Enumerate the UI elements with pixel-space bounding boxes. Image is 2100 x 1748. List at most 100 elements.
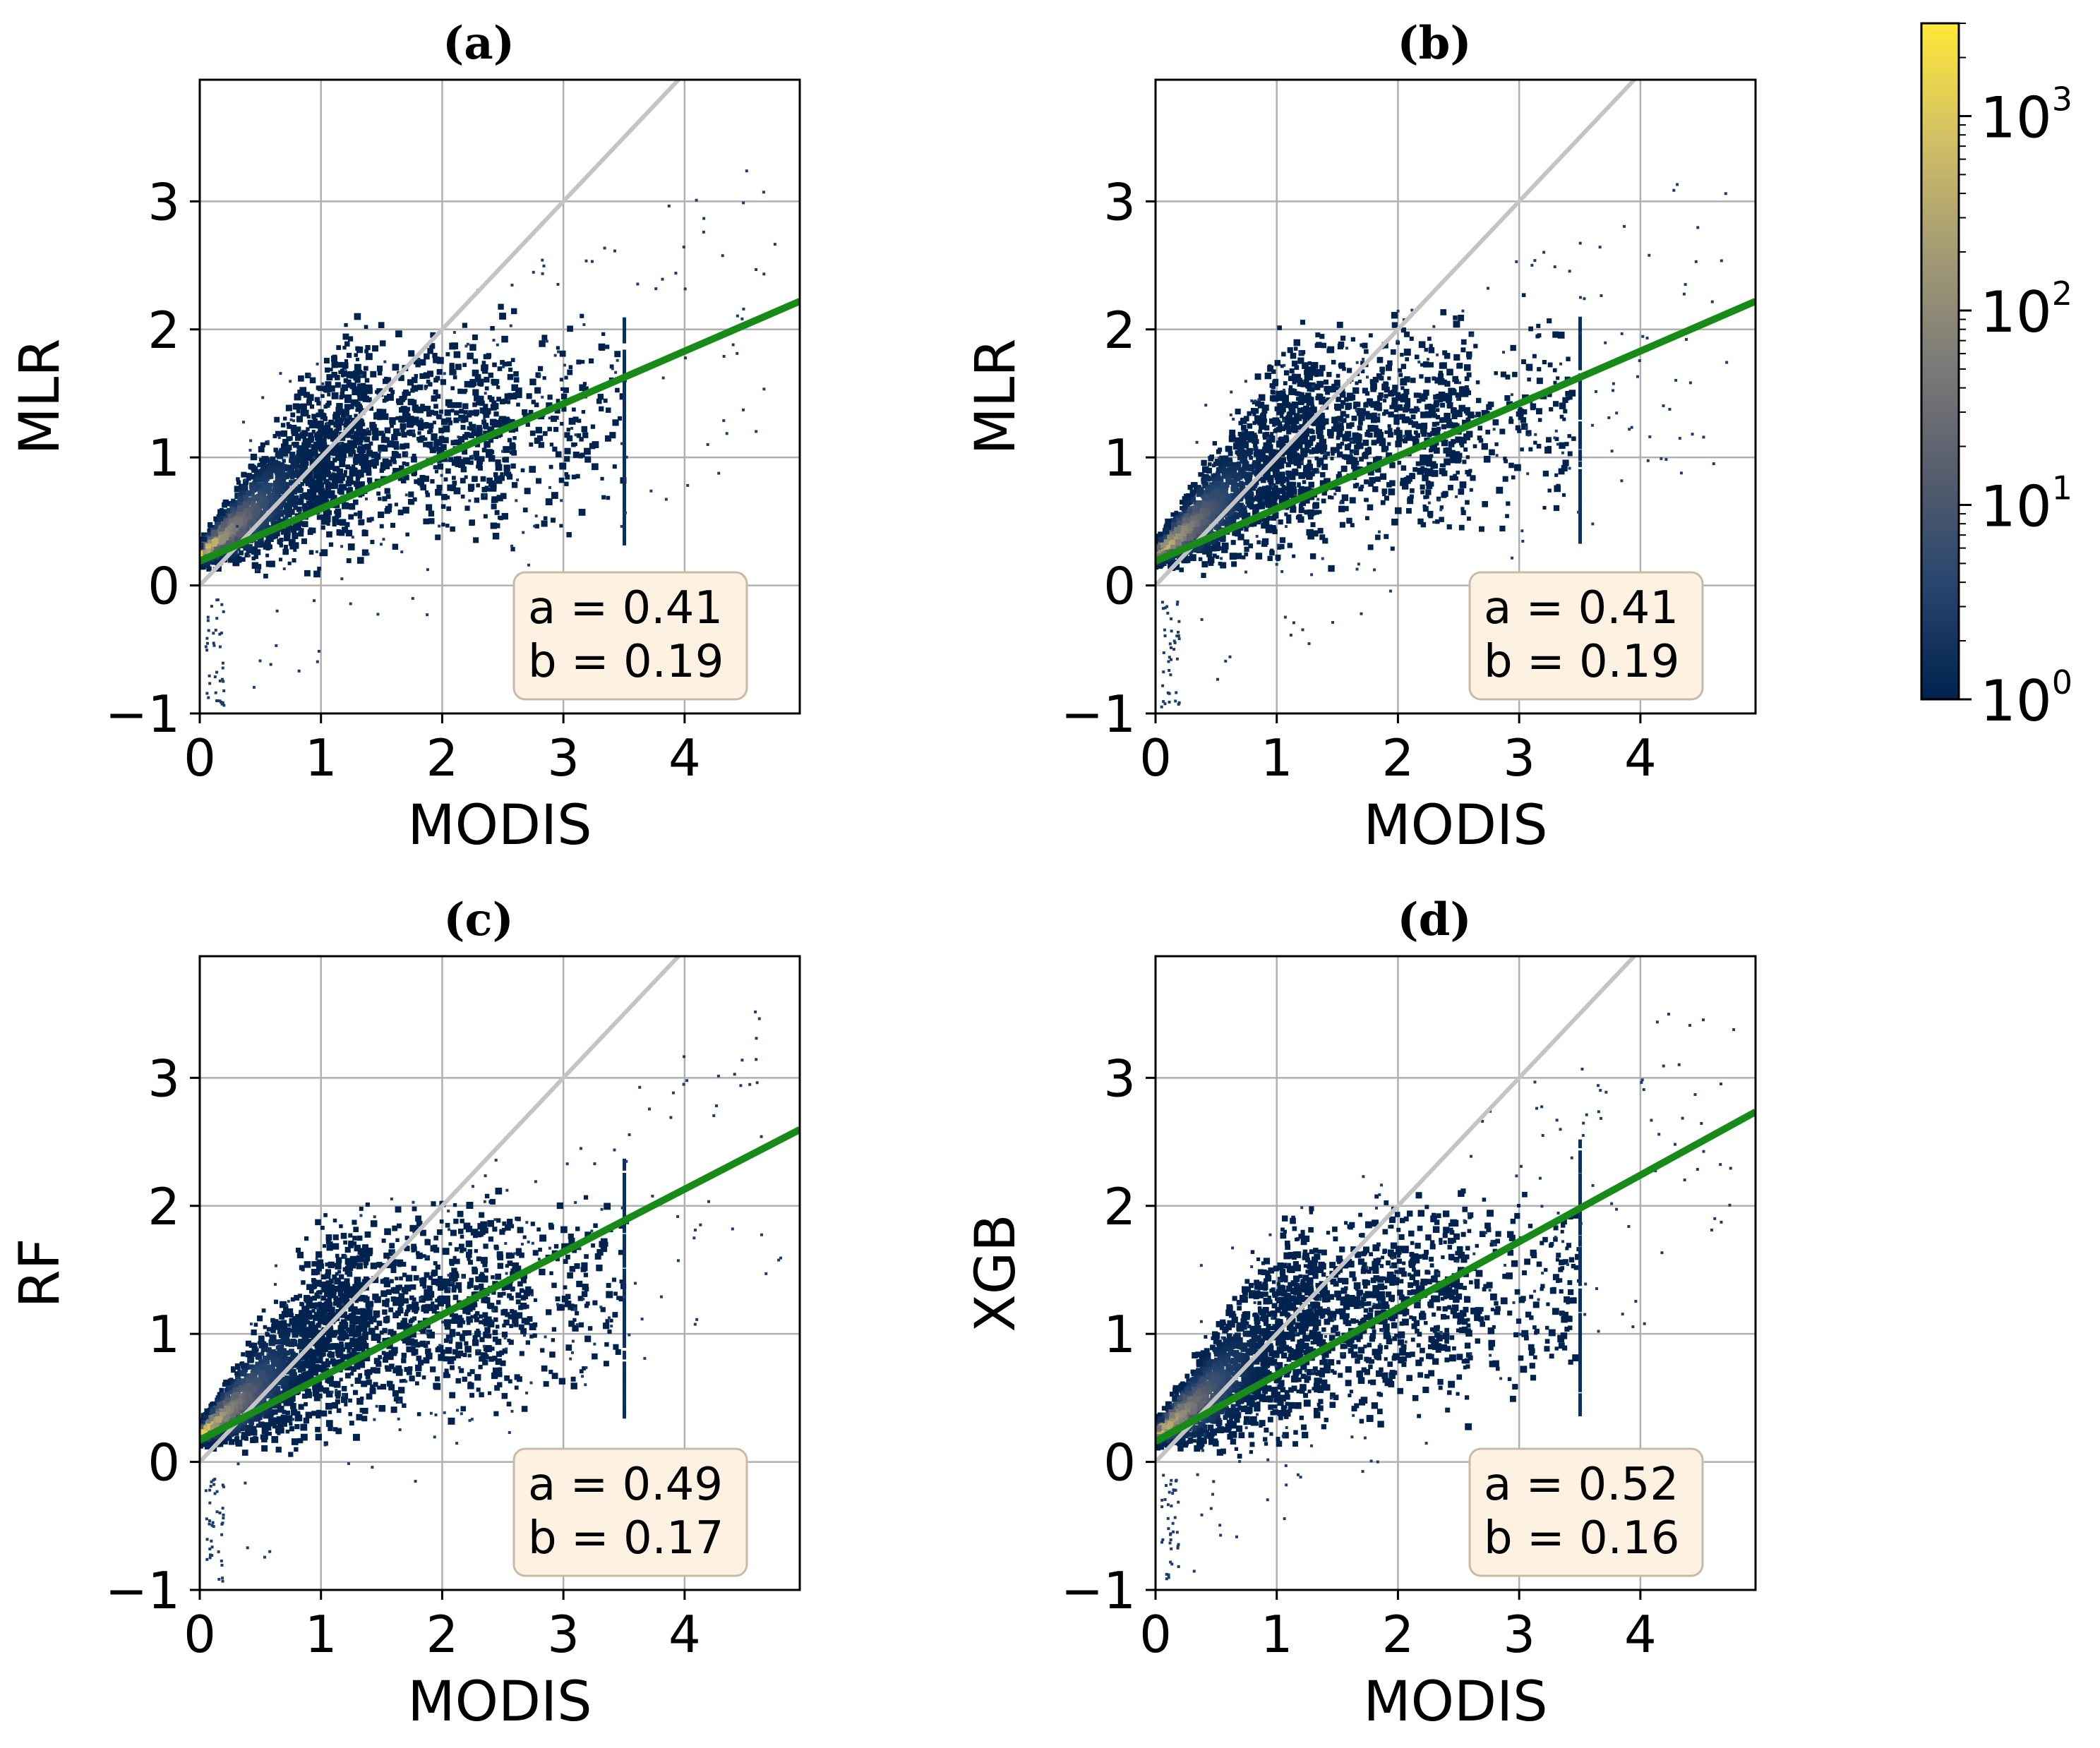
density-cell xyxy=(359,481,365,487)
density-cell xyxy=(306,500,311,506)
density-cell xyxy=(1269,475,1274,479)
density-cell xyxy=(327,392,331,397)
density-cell xyxy=(331,392,339,399)
density-cell xyxy=(1400,327,1407,333)
density-cell xyxy=(456,439,462,446)
density-cell xyxy=(282,459,286,463)
density-cell xyxy=(368,406,374,411)
density-cell xyxy=(1470,475,1476,481)
density-cell xyxy=(275,609,279,613)
density-cell xyxy=(1297,482,1301,487)
density-cell xyxy=(1559,414,1564,419)
density-cell xyxy=(545,339,548,343)
density-cell xyxy=(306,454,313,462)
density-cell xyxy=(1266,485,1272,491)
density-cell xyxy=(306,399,313,406)
density-cell xyxy=(277,431,281,436)
density-cell xyxy=(334,446,341,453)
density-cell xyxy=(324,490,330,495)
density-cell xyxy=(281,474,287,481)
density-cell xyxy=(462,323,468,328)
density-cell xyxy=(1444,353,1451,359)
density-cell xyxy=(1356,407,1360,412)
density-cell xyxy=(328,420,332,425)
fit-line xyxy=(200,298,800,565)
density-cell xyxy=(564,481,569,486)
density-cell xyxy=(347,352,352,358)
density-cell xyxy=(222,512,229,519)
density-cell xyxy=(207,522,213,528)
density-cell xyxy=(1405,507,1412,514)
density-cell xyxy=(362,445,366,450)
density-cell xyxy=(218,632,222,636)
density-cell xyxy=(278,499,285,506)
density-cell xyxy=(452,375,457,380)
density-cell xyxy=(508,367,513,372)
density-cell xyxy=(325,455,331,462)
density-cell xyxy=(1367,504,1374,511)
density-cell xyxy=(491,422,497,428)
density-cell xyxy=(312,495,318,502)
density-cell xyxy=(1367,544,1374,550)
density-cell xyxy=(501,512,508,520)
density-cell xyxy=(299,462,306,467)
density-cell xyxy=(213,516,219,522)
density-cell xyxy=(572,407,576,412)
density-cell xyxy=(1261,408,1268,414)
density-cell xyxy=(405,532,409,537)
density-cell xyxy=(279,372,282,375)
density-cell xyxy=(1427,337,1432,341)
density-cell xyxy=(1290,352,1297,359)
density-cell xyxy=(1315,332,1321,338)
density-cell xyxy=(1252,412,1256,416)
density-cell xyxy=(462,403,469,409)
density-cell xyxy=(276,489,280,493)
density-cell xyxy=(359,519,365,525)
density-cell xyxy=(315,443,322,450)
density-cell xyxy=(464,505,470,511)
density-cell xyxy=(397,510,404,516)
density-cell xyxy=(446,506,451,512)
density-cell xyxy=(300,481,305,486)
density-cell xyxy=(683,287,687,291)
density-cell xyxy=(1460,507,1465,511)
density-cell xyxy=(296,519,303,526)
density-cell xyxy=(1165,518,1172,526)
density-cell xyxy=(1506,501,1511,506)
density-cell xyxy=(1312,511,1317,516)
density-cell xyxy=(1340,399,1346,405)
density-cell xyxy=(334,515,338,519)
density-cell xyxy=(1436,426,1441,431)
density-cell xyxy=(419,475,426,481)
density-cell xyxy=(450,526,455,532)
density-cell xyxy=(1328,433,1334,439)
density-cell xyxy=(498,418,504,424)
density-cell xyxy=(311,478,316,483)
density-cell xyxy=(1380,500,1386,505)
density-cell xyxy=(307,419,313,425)
density-cell xyxy=(1288,444,1295,450)
density-cell xyxy=(1283,486,1289,491)
density-cell xyxy=(1387,432,1393,438)
density-cell xyxy=(1393,414,1400,420)
density-cell xyxy=(200,563,203,569)
density-cell xyxy=(1571,436,1576,441)
density-cell xyxy=(1372,412,1377,418)
density-cell xyxy=(256,568,259,572)
panel-title: (a) xyxy=(443,17,515,70)
density-cell xyxy=(1552,401,1559,407)
density-cell xyxy=(484,386,489,391)
density-cell xyxy=(500,360,505,365)
density-cell xyxy=(370,540,375,545)
density-cell xyxy=(623,525,627,531)
density-cell xyxy=(1303,405,1309,412)
density-cell xyxy=(1346,423,1352,429)
density-cell xyxy=(348,371,355,378)
density-cell xyxy=(299,445,306,452)
density-cell xyxy=(316,469,321,475)
density-cell xyxy=(1460,347,1466,353)
density-cell xyxy=(496,385,500,390)
density-cell xyxy=(513,370,519,377)
density-cell xyxy=(298,531,304,537)
density-cell xyxy=(272,434,277,438)
